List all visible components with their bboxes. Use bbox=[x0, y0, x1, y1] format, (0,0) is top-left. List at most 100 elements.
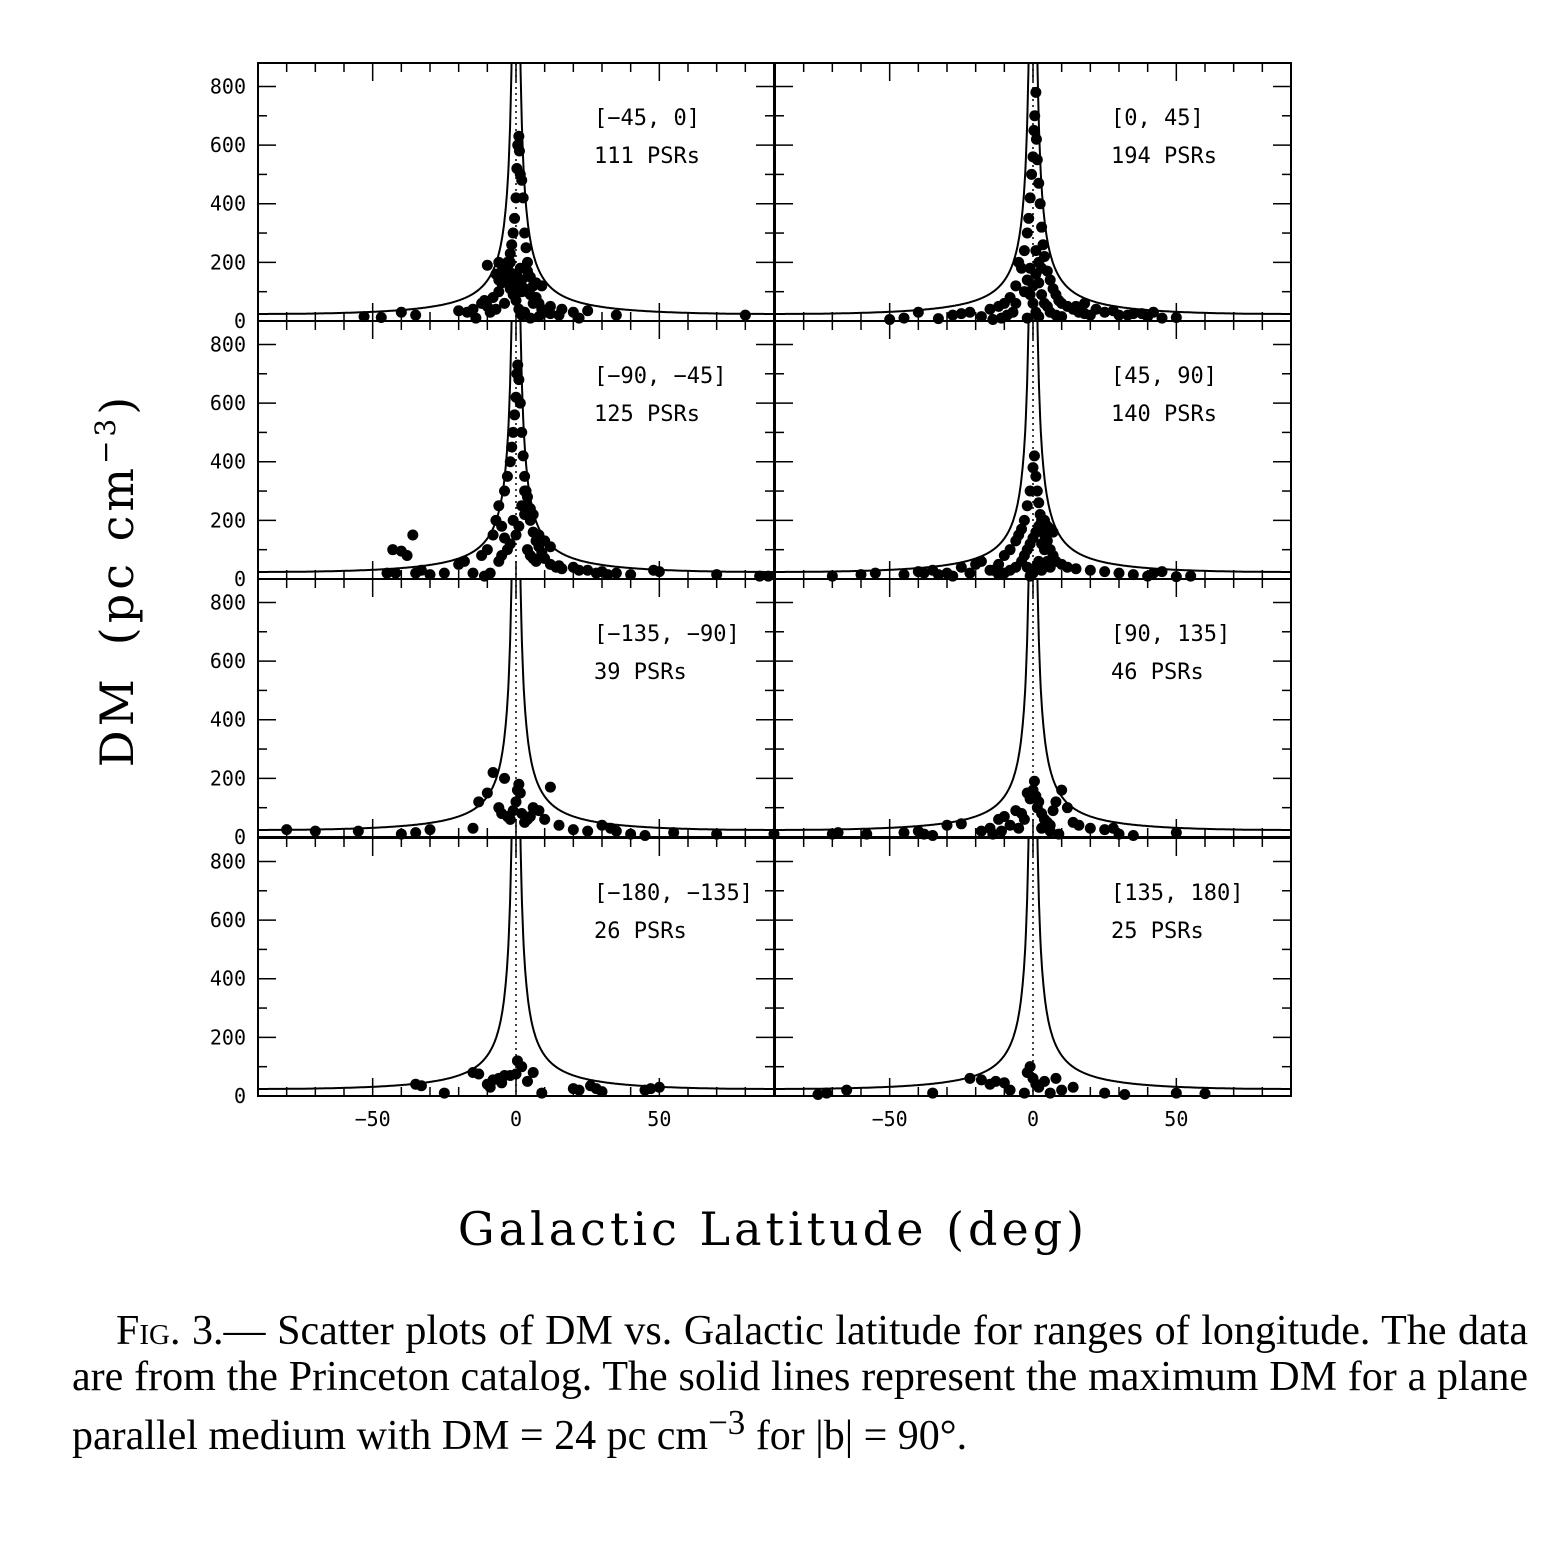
data-point bbox=[855, 569, 867, 581]
y-tick-label: 200 bbox=[210, 1025, 246, 1049]
data-point bbox=[1028, 124, 1040, 136]
data-point bbox=[516, 1061, 528, 1073]
panel: −50 0 50 [135, 180] 25 PSRs bbox=[774, 837, 1292, 1131]
data-point bbox=[645, 1083, 657, 1095]
data-point bbox=[487, 767, 499, 778]
data-point bbox=[1122, 309, 1134, 321]
data-point bbox=[415, 564, 427, 576]
data-point bbox=[536, 280, 548, 292]
data-point bbox=[582, 305, 594, 317]
data-point bbox=[1038, 1075, 1050, 1087]
data-point bbox=[493, 500, 505, 512]
data-point bbox=[387, 544, 399, 556]
x-tick-label: 0 bbox=[1027, 1107, 1039, 1131]
max-dm-curve bbox=[258, 579, 513, 831]
data-point bbox=[473, 1068, 485, 1080]
data-point bbox=[1127, 830, 1139, 842]
x-tick-label: −50 bbox=[355, 1107, 391, 1131]
data-point bbox=[513, 520, 525, 532]
data-point bbox=[932, 569, 944, 581]
data-point bbox=[573, 564, 585, 576]
data-point bbox=[610, 567, 622, 579]
data-point bbox=[648, 564, 660, 576]
data-point bbox=[513, 130, 525, 142]
data-point bbox=[1028, 775, 1040, 787]
y-tick-label: 400 bbox=[210, 192, 246, 216]
caption-label: Fig. 3.— bbox=[116, 1308, 266, 1354]
data-point bbox=[927, 1087, 939, 1099]
data-point bbox=[990, 1075, 1002, 1087]
data-point bbox=[975, 555, 987, 567]
data-point bbox=[1016, 262, 1028, 274]
data-point bbox=[582, 825, 594, 837]
data-point bbox=[1028, 450, 1040, 462]
data-point bbox=[1119, 1089, 1131, 1101]
data-point bbox=[1036, 564, 1048, 576]
data-point bbox=[438, 1087, 450, 1099]
data-point bbox=[453, 305, 465, 317]
data-point bbox=[1199, 1088, 1211, 1100]
panels-group: 0 200 400 600 800 [−45, 0] 111 PSRs [0, 45] 194 … bbox=[210, 62, 1292, 1131]
data-point bbox=[281, 824, 293, 836]
y-tick-label: 800 bbox=[210, 332, 246, 356]
data-point bbox=[1030, 86, 1042, 98]
data-point bbox=[739, 309, 751, 321]
panel-range-label: [45, 90] bbox=[1111, 364, 1217, 389]
data-point bbox=[490, 268, 502, 280]
x-tick-label: 0 bbox=[510, 1107, 522, 1131]
data-point bbox=[955, 818, 967, 830]
data-point bbox=[309, 825, 321, 837]
data-point bbox=[1033, 177, 1045, 189]
data-point bbox=[1084, 564, 1096, 576]
data-point bbox=[1013, 822, 1025, 834]
data-point bbox=[1021, 227, 1033, 239]
panel-range-label: [−135, −90] bbox=[594, 622, 740, 647]
scatter-figure: 0 200 400 600 800 [−45, 0] 111 PSRs [0, 45] 194 … bbox=[89, 62, 1292, 1256]
data-point bbox=[1090, 303, 1102, 315]
data-point bbox=[1070, 300, 1082, 312]
max-dm-curve bbox=[775, 63, 1030, 315]
data-point bbox=[1170, 827, 1182, 839]
data-point bbox=[927, 830, 939, 842]
data-point bbox=[1030, 470, 1042, 482]
data-point bbox=[484, 1081, 496, 1093]
data-point bbox=[1021, 500, 1033, 512]
data-point bbox=[527, 297, 539, 309]
data-point bbox=[941, 819, 953, 831]
data-point bbox=[533, 311, 545, 323]
data-point bbox=[395, 828, 407, 840]
y-tick-label: 600 bbox=[210, 908, 246, 932]
data-point bbox=[625, 828, 637, 840]
data-point bbox=[832, 827, 844, 839]
data-point bbox=[516, 174, 528, 186]
data-point bbox=[499, 485, 511, 497]
data-point bbox=[1030, 133, 1042, 145]
data-point bbox=[513, 145, 525, 157]
data-point bbox=[1033, 796, 1045, 808]
data-point bbox=[625, 569, 637, 581]
data-point bbox=[499, 532, 511, 544]
data-point bbox=[521, 1075, 533, 1087]
data-point bbox=[1021, 561, 1033, 573]
data-point bbox=[1004, 1084, 1016, 1096]
data-point bbox=[1170, 1087, 1182, 1099]
data-point bbox=[1010, 280, 1022, 292]
data-point bbox=[544, 300, 556, 312]
data-point bbox=[841, 1084, 853, 1096]
caption-text-2: for |b| = 90°. bbox=[745, 1413, 968, 1459]
data-point bbox=[918, 567, 930, 579]
data-point bbox=[524, 810, 536, 822]
panel-count-label: 39 PSRs bbox=[594, 660, 687, 685]
data-point bbox=[516, 286, 528, 298]
data-point bbox=[504, 813, 516, 825]
data-point bbox=[1156, 566, 1168, 578]
data-point bbox=[513, 778, 525, 790]
data-point bbox=[499, 297, 511, 309]
data-point bbox=[932, 313, 944, 325]
data-point bbox=[1047, 526, 1059, 538]
y-axis-label: DM (pc cm−3) bbox=[89, 393, 144, 767]
data-point bbox=[506, 441, 518, 453]
data-point bbox=[582, 564, 594, 576]
max-dm-curve bbox=[258, 63, 513, 315]
data-point bbox=[1050, 796, 1062, 808]
